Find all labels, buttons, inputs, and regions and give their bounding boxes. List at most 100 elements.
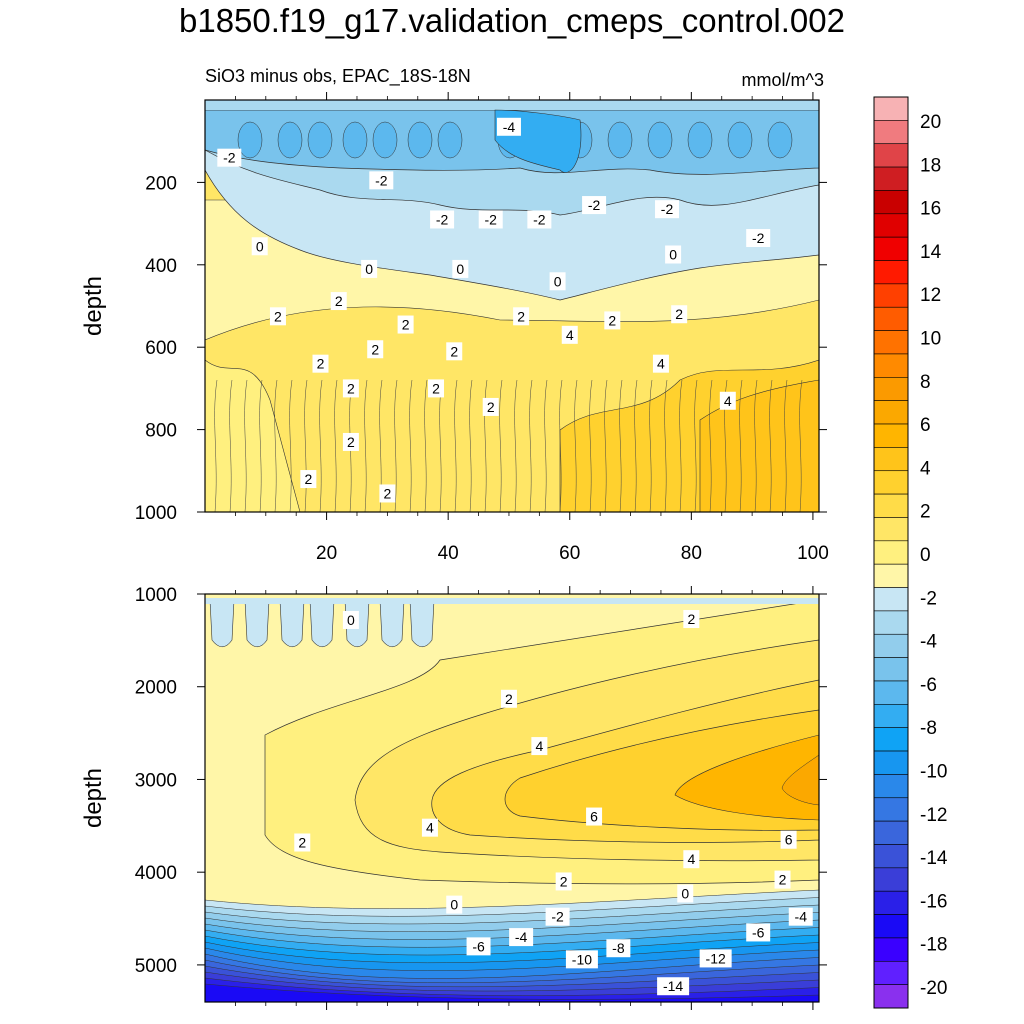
upper-contour-label: -2 [752, 230, 765, 246]
lower-contour-label: 2 [779, 872, 787, 888]
upper-xtick-label: 100 [797, 543, 829, 564]
colorbar-label: 0 [920, 545, 931, 566]
lower-contour-label-bg [531, 737, 548, 756]
upper-contour-label: 0 [669, 247, 677, 263]
upper-contour-label: -2 [375, 172, 388, 188]
upper-contour-label-bg [746, 229, 771, 248]
lower-contour-label: -6 [472, 938, 485, 954]
colorbar-swatch [873, 820, 909, 845]
upper-contour-label-bg [655, 200, 680, 219]
upper-ytick-label: 400 [145, 256, 177, 277]
upper-contour-label-bg [330, 292, 347, 311]
upper-contour-label: 2 [383, 485, 391, 501]
axes: 2004006008001000depth1000200030004000500… [80, 92, 829, 1010]
colorbar-swatch [873, 236, 909, 261]
upper-contour-label: 2 [335, 293, 343, 309]
upper-contour-label-bg [342, 379, 359, 398]
lower-contour-label-bg [657, 977, 690, 996]
colorbar-label: 14 [920, 242, 942, 263]
upper-contour-label: -2 [436, 211, 449, 227]
colorbar-swatch [873, 306, 909, 331]
lower-contour-label: 6 [590, 809, 598, 825]
upper-ytick-label: 200 [145, 173, 177, 194]
lower-contour-label-bg [509, 928, 534, 947]
lower-contour-label-bg [699, 949, 732, 968]
colorbar-label: 4 [920, 458, 931, 479]
colorbar-swatch [873, 890, 909, 915]
upper-contour-label-bg [719, 391, 736, 410]
lower-contour-label: -14 [663, 978, 683, 994]
colorbar-swatch [873, 213, 909, 238]
colorbar-swatch [873, 937, 909, 962]
upper-contour-label: 4 [657, 356, 665, 372]
upper-contour-label-bg [367, 340, 384, 359]
upper-contour-label-bg [397, 315, 414, 334]
upper-contour-label-bg [361, 259, 378, 278]
colorbar-swatch [873, 633, 909, 658]
colorbar-swatch [873, 423, 909, 448]
upper-contour-label-bg [582, 196, 607, 215]
upper-contour-label: 2 [675, 306, 683, 322]
contour-labels: -4 -2 -2 -2 -2 -2 -2 -2 -2 0 0 0 0 0 2 2 2 2 2 2 2 2 2 4 4 2 2 2 4 2 2… [217, 117, 813, 996]
upper-contour-label: -2 [661, 201, 674, 217]
lower-ytick-label: 3000 [135, 770, 177, 791]
lower-contour-label-bg [606, 939, 631, 958]
upper-contour-label: 2 [487, 399, 495, 415]
colorbar-swatch [873, 493, 909, 518]
lower-contour-label-bg [565, 950, 598, 969]
upper-contour-label-bg [379, 484, 396, 503]
lower-contour-label-bg [774, 870, 791, 889]
colorbar-swatch [873, 587, 909, 612]
lower-contour-label-bg [780, 830, 797, 849]
colorbar-label: 12 [920, 285, 941, 306]
upper-contour-label-bg [300, 470, 317, 489]
colorbar-swatch [873, 914, 909, 939]
colorbar-swatch [873, 470, 909, 495]
upper-contour-label: 2 [347, 434, 355, 450]
upper-contour-label-bg [251, 237, 268, 256]
units-subtitle: mmol/m^3 [741, 70, 824, 90]
upper-contour-label-bg [561, 325, 578, 344]
variable-subtitle: SiO3 minus obs, EPAC_18S-18N [205, 66, 471, 86]
lower-contour-label-bg [555, 872, 572, 891]
colorbar-swatch [873, 960, 909, 985]
upper-contour-label-bg [342, 432, 359, 451]
colorbar-swatch [873, 797, 909, 822]
colorbar-swatch [873, 563, 909, 588]
colorbar-swatch [873, 657, 909, 682]
colorbar-label: -4 [920, 632, 937, 653]
upper-contour-label-bg [671, 305, 688, 324]
upper-contour-label-bg [430, 210, 455, 229]
lower-contour-label: 0 [450, 897, 458, 913]
upper-panel-frame [204, 99, 820, 513]
lower-contour-label: 4 [687, 851, 695, 867]
upper-contour-label: 2 [402, 317, 410, 333]
colorbar-swatch [873, 750, 909, 775]
colorbar-swatch [873, 120, 909, 145]
lower-contour-label-bg [446, 895, 463, 914]
colorbar-swatch [873, 377, 909, 401]
colorbar-swatch [873, 143, 909, 168]
colorbar-swatch [873, 610, 909, 635]
lower-contour-label-bg [500, 689, 517, 708]
upper-contour-label: 2 [432, 380, 440, 396]
upper-contour-label: 4 [724, 393, 732, 409]
upper-contour-label: -2 [223, 150, 236, 166]
colorbar-swatch [873, 330, 909, 355]
colorbar-swatch [873, 844, 909, 869]
upper-contour-label: 2 [274, 308, 282, 324]
upper-contour-label-bg [652, 354, 669, 373]
lower-contour-label: 4 [535, 738, 543, 754]
colorbar-label: -16 [920, 891, 947, 912]
colorbar-label: -8 [920, 718, 937, 739]
lower-contour-label: -4 [795, 909, 808, 925]
colorbar-swatch [873, 517, 909, 542]
upper-ytick-label: 800 [145, 421, 177, 442]
lower-contour-label: -6 [752, 924, 765, 940]
upper-contour-label-bg [496, 117, 521, 136]
upper-ytick-label: 1000 [135, 503, 177, 524]
colorbar-swatch [873, 984, 909, 1009]
upper-contour-label: 0 [456, 261, 464, 277]
lower-contour-label: 6 [785, 832, 793, 848]
colorbar-swatch [873, 704, 909, 728]
